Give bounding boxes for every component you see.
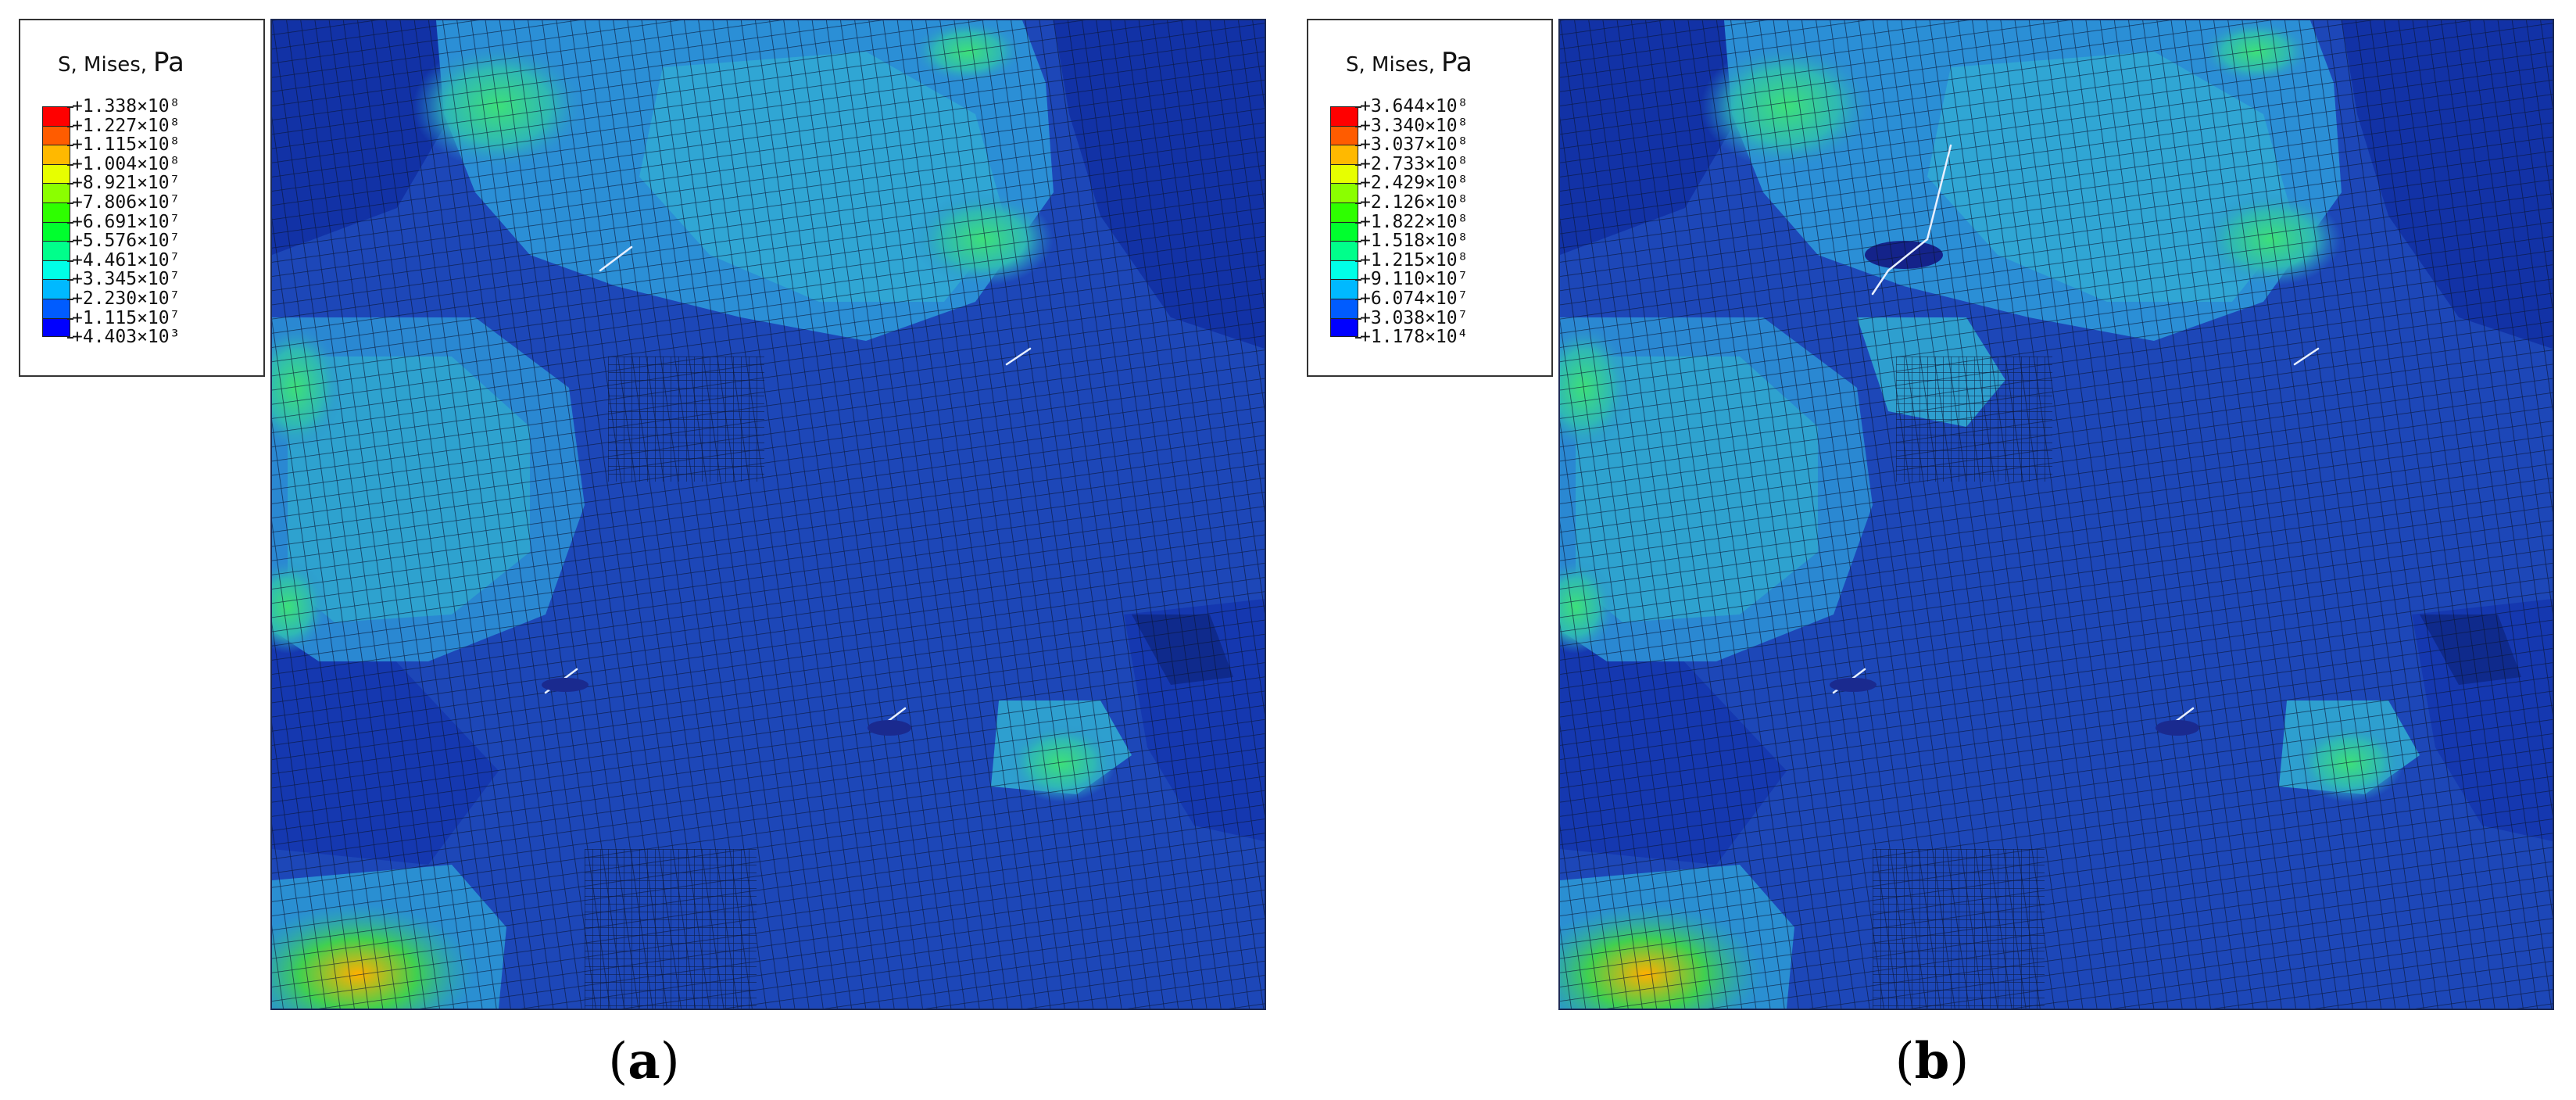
- colorbar-label: +1.338×10⁸: [66, 96, 181, 116]
- colorbar-label: +1.115×10⁷: [66, 307, 181, 328]
- colorbar-label: +6.691×10⁷: [66, 211, 181, 232]
- colorbar-label: +5.576×10⁷: [66, 231, 181, 252]
- colorbar-label: +3.644×10⁸: [1354, 96, 1469, 116]
- colorbar-swatch: [1330, 202, 1358, 222]
- colorbar-label: +2.429×10⁸: [1354, 173, 1469, 194]
- colorbar-swatch: [42, 279, 70, 299]
- legend-title: S, Mises, Pa: [58, 47, 184, 78]
- legend-unit: Pa: [1441, 47, 1472, 78]
- colorbar-label: +1.004×10⁸: [66, 153, 181, 174]
- colorbar: [42, 106, 70, 338]
- caption-letter: b: [1914, 1032, 1950, 1091]
- colorbar-label: +6.074×10⁷: [1354, 288, 1469, 309]
- colorbar-label: +1.822×10⁸: [1354, 211, 1469, 232]
- legend-unit: Pa: [153, 47, 184, 78]
- colorbar-swatch: [1330, 298, 1358, 318]
- colorbar-label: +8.921×10⁷: [66, 173, 181, 194]
- colorbar-swatch: [1330, 183, 1358, 202]
- colorbar-label: +1.518×10⁸: [1354, 231, 1469, 252]
- colorbar-label: +1.178×10⁴: [1354, 327, 1469, 348]
- colorbar-label: +3.340×10⁸: [1354, 115, 1469, 136]
- panel-a: S, Mises, Pa +1.338×10⁸ +1.227×10⁸ +1.115…: [0, 19, 1288, 1091]
- colorbar-swatch: [42, 163, 70, 184]
- colorbar-labels: +1.338×10⁸ +1.227×10⁸ +1.115×10⁸ +1.004×…: [66, 96, 181, 348]
- panel-caption: (b): [1288, 1032, 2576, 1091]
- colorbar-swatch: [1330, 145, 1358, 164]
- colorbar-swatch: [1330, 260, 1358, 280]
- legend-title-text: S, Mises: [1346, 53, 1429, 77]
- colorbar-swatch: [42, 221, 70, 242]
- colorbar-swatch: [42, 106, 70, 126]
- colorbar-swatch: [42, 241, 70, 260]
- legend-title: S, Mises, Pa: [1346, 47, 1472, 78]
- colorbar-swatch: [42, 298, 70, 318]
- colorbar-swatch: [42, 202, 70, 222]
- caption-close-paren: ): [660, 1033, 680, 1091]
- fem-contour-plot: [1558, 19, 2554, 1010]
- colorbar: [1330, 106, 1358, 338]
- stress-legend: S, Mises, Pa +3.644×10⁸ +3.340×10⁸ +3.037…: [1307, 19, 1553, 377]
- colorbar-swatch: [1330, 317, 1358, 338]
- colorbar-label: +2.126×10⁸: [1354, 192, 1469, 213]
- colorbar-label: +2.230×10⁷: [66, 288, 181, 309]
- caption-letter: a: [628, 1032, 660, 1091]
- colorbar-label: +3.038×10⁷: [1354, 307, 1469, 328]
- stress-field: [272, 20, 1265, 1009]
- stress-field: [1560, 20, 2553, 1009]
- caption-open-paren: (: [1894, 1033, 1915, 1091]
- colorbar-swatch: [42, 125, 70, 145]
- fem-contour-plot: [270, 19, 1266, 1010]
- colorbar-swatch: [1330, 241, 1358, 260]
- colorbar-label: +4.461×10⁷: [66, 249, 181, 271]
- colorbar-label: +7.806×10⁷: [66, 192, 181, 213]
- colorbar-swatch: [42, 260, 70, 280]
- panel-b: S, Mises, Pa +3.644×10⁸ +3.340×10⁸ +3.037…: [1288, 0, 2576, 1100]
- caption-close-paren: ): [1949, 1033, 1970, 1091]
- caption-open-paren: (: [608, 1033, 628, 1091]
- colorbar-label: +4.403×10³: [66, 327, 181, 348]
- colorbar-label: +2.733×10⁸: [1354, 153, 1469, 174]
- colorbar-label: +3.345×10⁷: [66, 269, 181, 290]
- colorbar-label: +3.037×10⁸: [1354, 134, 1469, 156]
- legend-title-text: S, Mises: [58, 53, 141, 77]
- colorbar-swatch: [1330, 279, 1358, 299]
- colorbar-swatch: [42, 317, 70, 338]
- colorbar-label: +1.115×10⁸: [66, 134, 181, 156]
- colorbar-swatch: [42, 145, 70, 164]
- colorbar-label: +1.215×10⁸: [1354, 249, 1469, 271]
- panel-caption: (a): [0, 1032, 1288, 1091]
- colorbar-swatch: [1330, 106, 1358, 126]
- stress-legend: S, Mises, Pa +1.338×10⁸ +1.227×10⁸ +1.115…: [19, 19, 265, 377]
- colorbar-label: +1.227×10⁸: [66, 115, 181, 136]
- colorbar-swatch: [1330, 163, 1358, 184]
- colorbar-swatch: [42, 183, 70, 202]
- colorbar-labels: +3.644×10⁸ +3.340×10⁸ +3.037×10⁸ +2.733×…: [1354, 96, 1469, 348]
- colorbar-label: +9.110×10⁷: [1354, 269, 1469, 290]
- colorbar-swatch: [1330, 125, 1358, 145]
- colorbar-swatch: [1330, 221, 1358, 242]
